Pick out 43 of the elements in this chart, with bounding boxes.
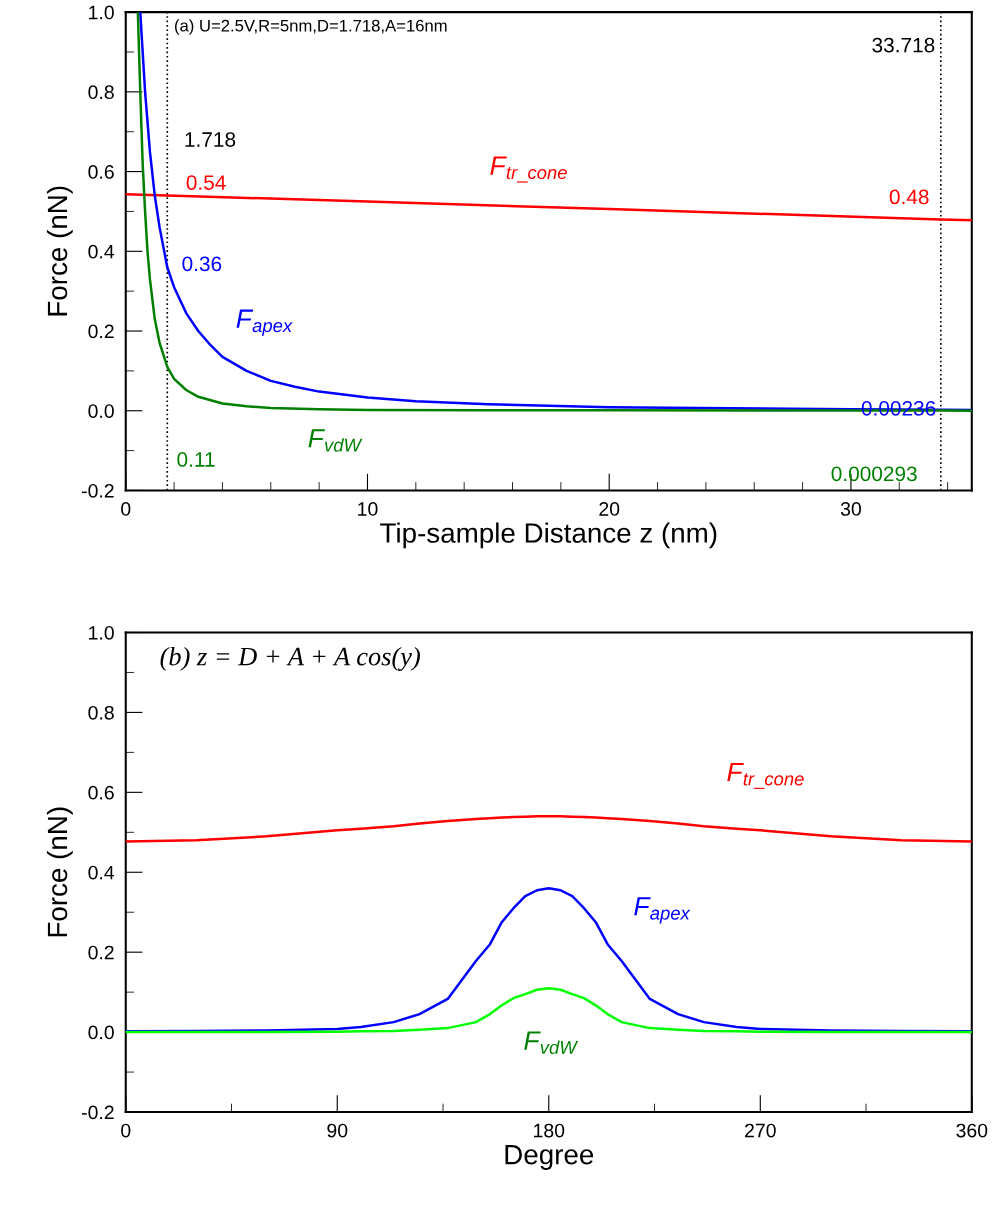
series-label: F$_{apex}$ <box>634 897 691 924</box>
ref-line-label: 1.718 <box>185 132 236 147</box>
y-tick-label: 0.8 <box>88 705 114 720</box>
series-label: F$_{apex}$ <box>236 309 293 336</box>
x-axis-title: Tip-sample Distance z (nm) <box>380 522 717 549</box>
y-axis-title: Force (nN) <box>46 807 73 937</box>
annotation: (b) z = D + A + A cos(y) <box>160 646 420 671</box>
x-tick-label: 360 <box>956 1123 988 1138</box>
series-label: F$_{tr_cone}$ <box>490 156 567 183</box>
x-tick-label: 20 <box>599 502 620 516</box>
y-tick-label: -0.2 <box>82 483 114 498</box>
x-tick-label: 180 <box>534 1123 565 1138</box>
y-tick-label: 0.2 <box>88 324 114 339</box>
x-tick-label: 270 <box>745 1123 776 1138</box>
y-tick-label: -0.2 <box>82 1105 114 1120</box>
y-tick-label: 0.6 <box>88 785 114 800</box>
line-series <box>125 815 972 843</box>
x-tick-label: 90 <box>327 1123 348 1138</box>
y-tick-label: 0.8 <box>88 85 114 100</box>
annotation: 0.000293 <box>831 466 917 482</box>
annotation: (a) U=2.5V,R=5nm,D=1.718,A=16nm <box>175 19 447 35</box>
x-tick-label: 30 <box>840 502 861 516</box>
y-tick-label: 1.0 <box>89 625 114 640</box>
annotation: 0.54 <box>186 175 226 190</box>
y-tick-label: 0.0 <box>88 1025 114 1040</box>
y-tick-label: 1.0 <box>89 5 114 20</box>
y-tick-label: 0.0 <box>88 404 114 418</box>
y-tick-label: 0.4 <box>88 244 115 259</box>
series-label: F$_{vdW}$ <box>524 1031 579 1054</box>
annotation: 0.11 <box>177 452 215 467</box>
y-axis-title: Force (nN) <box>46 186 73 316</box>
x-tick-label: 0 <box>121 502 131 516</box>
y-tick-label: 0.2 <box>88 945 114 960</box>
x-axis-title: Degree <box>505 1145 594 1170</box>
ref-line-label: 33.718 <box>872 37 935 53</box>
series-label: F$_{tr_cone}$ <box>727 762 804 789</box>
x-tick-label: 10 <box>358 502 378 516</box>
annotation: 0.48 <box>889 189 929 205</box>
annotation: 0.36 <box>182 256 222 272</box>
series-label: F$_{vdW}$ <box>308 429 363 452</box>
y-tick-label: 0.6 <box>88 165 114 179</box>
y-tick-label: 0.4 <box>88 865 115 880</box>
x-tick-label: 0 <box>121 1123 131 1138</box>
